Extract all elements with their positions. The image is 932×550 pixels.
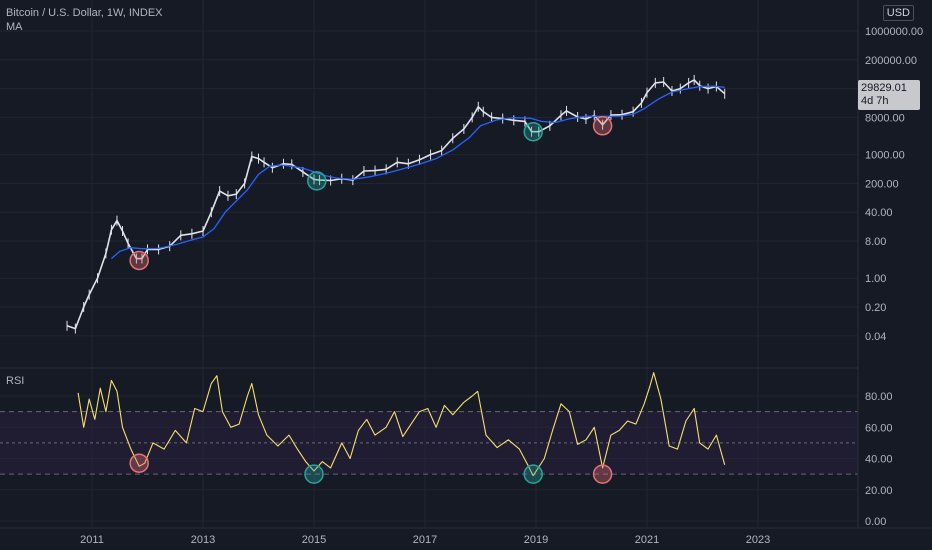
rsi-legend[interactable]: RSI bbox=[6, 375, 25, 387]
time-axis-label: 2015 bbox=[302, 534, 326, 546]
time-axis-label: 2021 bbox=[635, 534, 659, 546]
price-marker-red bbox=[129, 250, 149, 271]
rsi-marker-teal-circle bbox=[304, 464, 324, 484]
last-price-tag: 29829.01 4d 7h bbox=[858, 80, 920, 110]
rsi-marker-red-circle bbox=[592, 464, 613, 484]
price-axis-label: 1000.00 bbox=[865, 150, 905, 162]
price-axis-label: 0.20 bbox=[865, 302, 886, 314]
rsi-axis-label: 40.00 bbox=[865, 454, 893, 466]
axis-layer[interactable]: 2011 2013 2015 2017 2019 2021 2023 1000000.00 20… bbox=[80, 26, 923, 546]
marker-layer bbox=[129, 116, 613, 484]
chart-legend[interactable]: Bitcoin / U.S. Dollar, 1W, INDEX MA bbox=[6, 6, 163, 34]
rsi-marker-red-circle bbox=[129, 453, 149, 473]
price-axis-label: 1.00 bbox=[865, 273, 886, 285]
price-marker-red-circle bbox=[129, 250, 149, 271]
price-series-line bbox=[66, 79, 726, 330]
price-axis-label: 0.04 bbox=[865, 331, 886, 343]
price-marker-teal bbox=[307, 171, 327, 191]
rsi-axis-label: 20.00 bbox=[865, 485, 893, 497]
rsi-axis-label: 80.00 bbox=[865, 391, 893, 403]
time-axis-label: 2011 bbox=[80, 534, 104, 546]
rsi-marker-teal-circle bbox=[523, 464, 543, 484]
rsi-series-line bbox=[77, 372, 726, 477]
price-axis-label: 40.00 bbox=[865, 207, 893, 219]
bar-countdown: 4d 7h bbox=[861, 95, 889, 107]
rsi-marker-teal bbox=[523, 464, 543, 484]
rsi-axis-label: 0.00 bbox=[865, 516, 886, 528]
series-layer bbox=[66, 74, 726, 477]
rsi-marker-teal bbox=[304, 464, 324, 484]
symbol-title[interactable]: Bitcoin / U.S. Dollar, 1W, INDEX bbox=[6, 7, 163, 19]
price-marker-red bbox=[592, 116, 613, 136]
price-axis-label: 200000.00 bbox=[865, 55, 917, 67]
price-marker-teal-circle bbox=[307, 171, 327, 191]
time-axis-label: 2019 bbox=[524, 534, 548, 546]
currency-button[interactable]: USD bbox=[882, 5, 914, 21]
last-price-value: 29829.01 bbox=[861, 82, 907, 94]
indicator-ma-label[interactable]: MA bbox=[6, 21, 23, 33]
price-axis-label: 8000.00 bbox=[865, 112, 905, 124]
price-marker-teal bbox=[523, 121, 543, 142]
price-axis-label: 8.00 bbox=[865, 236, 886, 248]
ma-series-line bbox=[110, 85, 725, 260]
time-axis-label: 2013 bbox=[191, 534, 215, 546]
price-marker-red-circle bbox=[592, 116, 613, 136]
time-axis-label: 2017 bbox=[413, 534, 437, 546]
rsi-marker-red bbox=[592, 464, 613, 484]
price-marker-teal-circle bbox=[523, 121, 543, 142]
rsi-marker-red bbox=[129, 453, 149, 473]
price-axis-label: 200.00 bbox=[865, 178, 899, 190]
rsi-axis-label: 60.00 bbox=[865, 422, 893, 434]
time-axis-label: 2023 bbox=[746, 534, 770, 546]
price-axis-label: 1000000.00 bbox=[865, 26, 923, 38]
